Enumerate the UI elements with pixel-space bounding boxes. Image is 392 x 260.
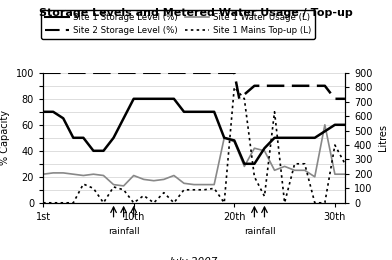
Y-axis label: Litres: Litres [378, 124, 388, 151]
Y-axis label: % Capacity: % Capacity [0, 110, 10, 165]
Text: July 2007: July 2007 [170, 257, 218, 260]
Text: rainfall: rainfall [243, 228, 275, 237]
Legend: Site 1 Storage Level (%), Site 2 Storage Level (%), Site 1 Water Usage (L), Site: Site 1 Storage Level (%), Site 2 Storage… [42, 10, 315, 39]
Text: Storage Levels and Metered Water Usage / Top-up: Storage Levels and Metered Water Usage /… [39, 8, 353, 18]
Text: rainfall: rainfall [108, 228, 140, 237]
